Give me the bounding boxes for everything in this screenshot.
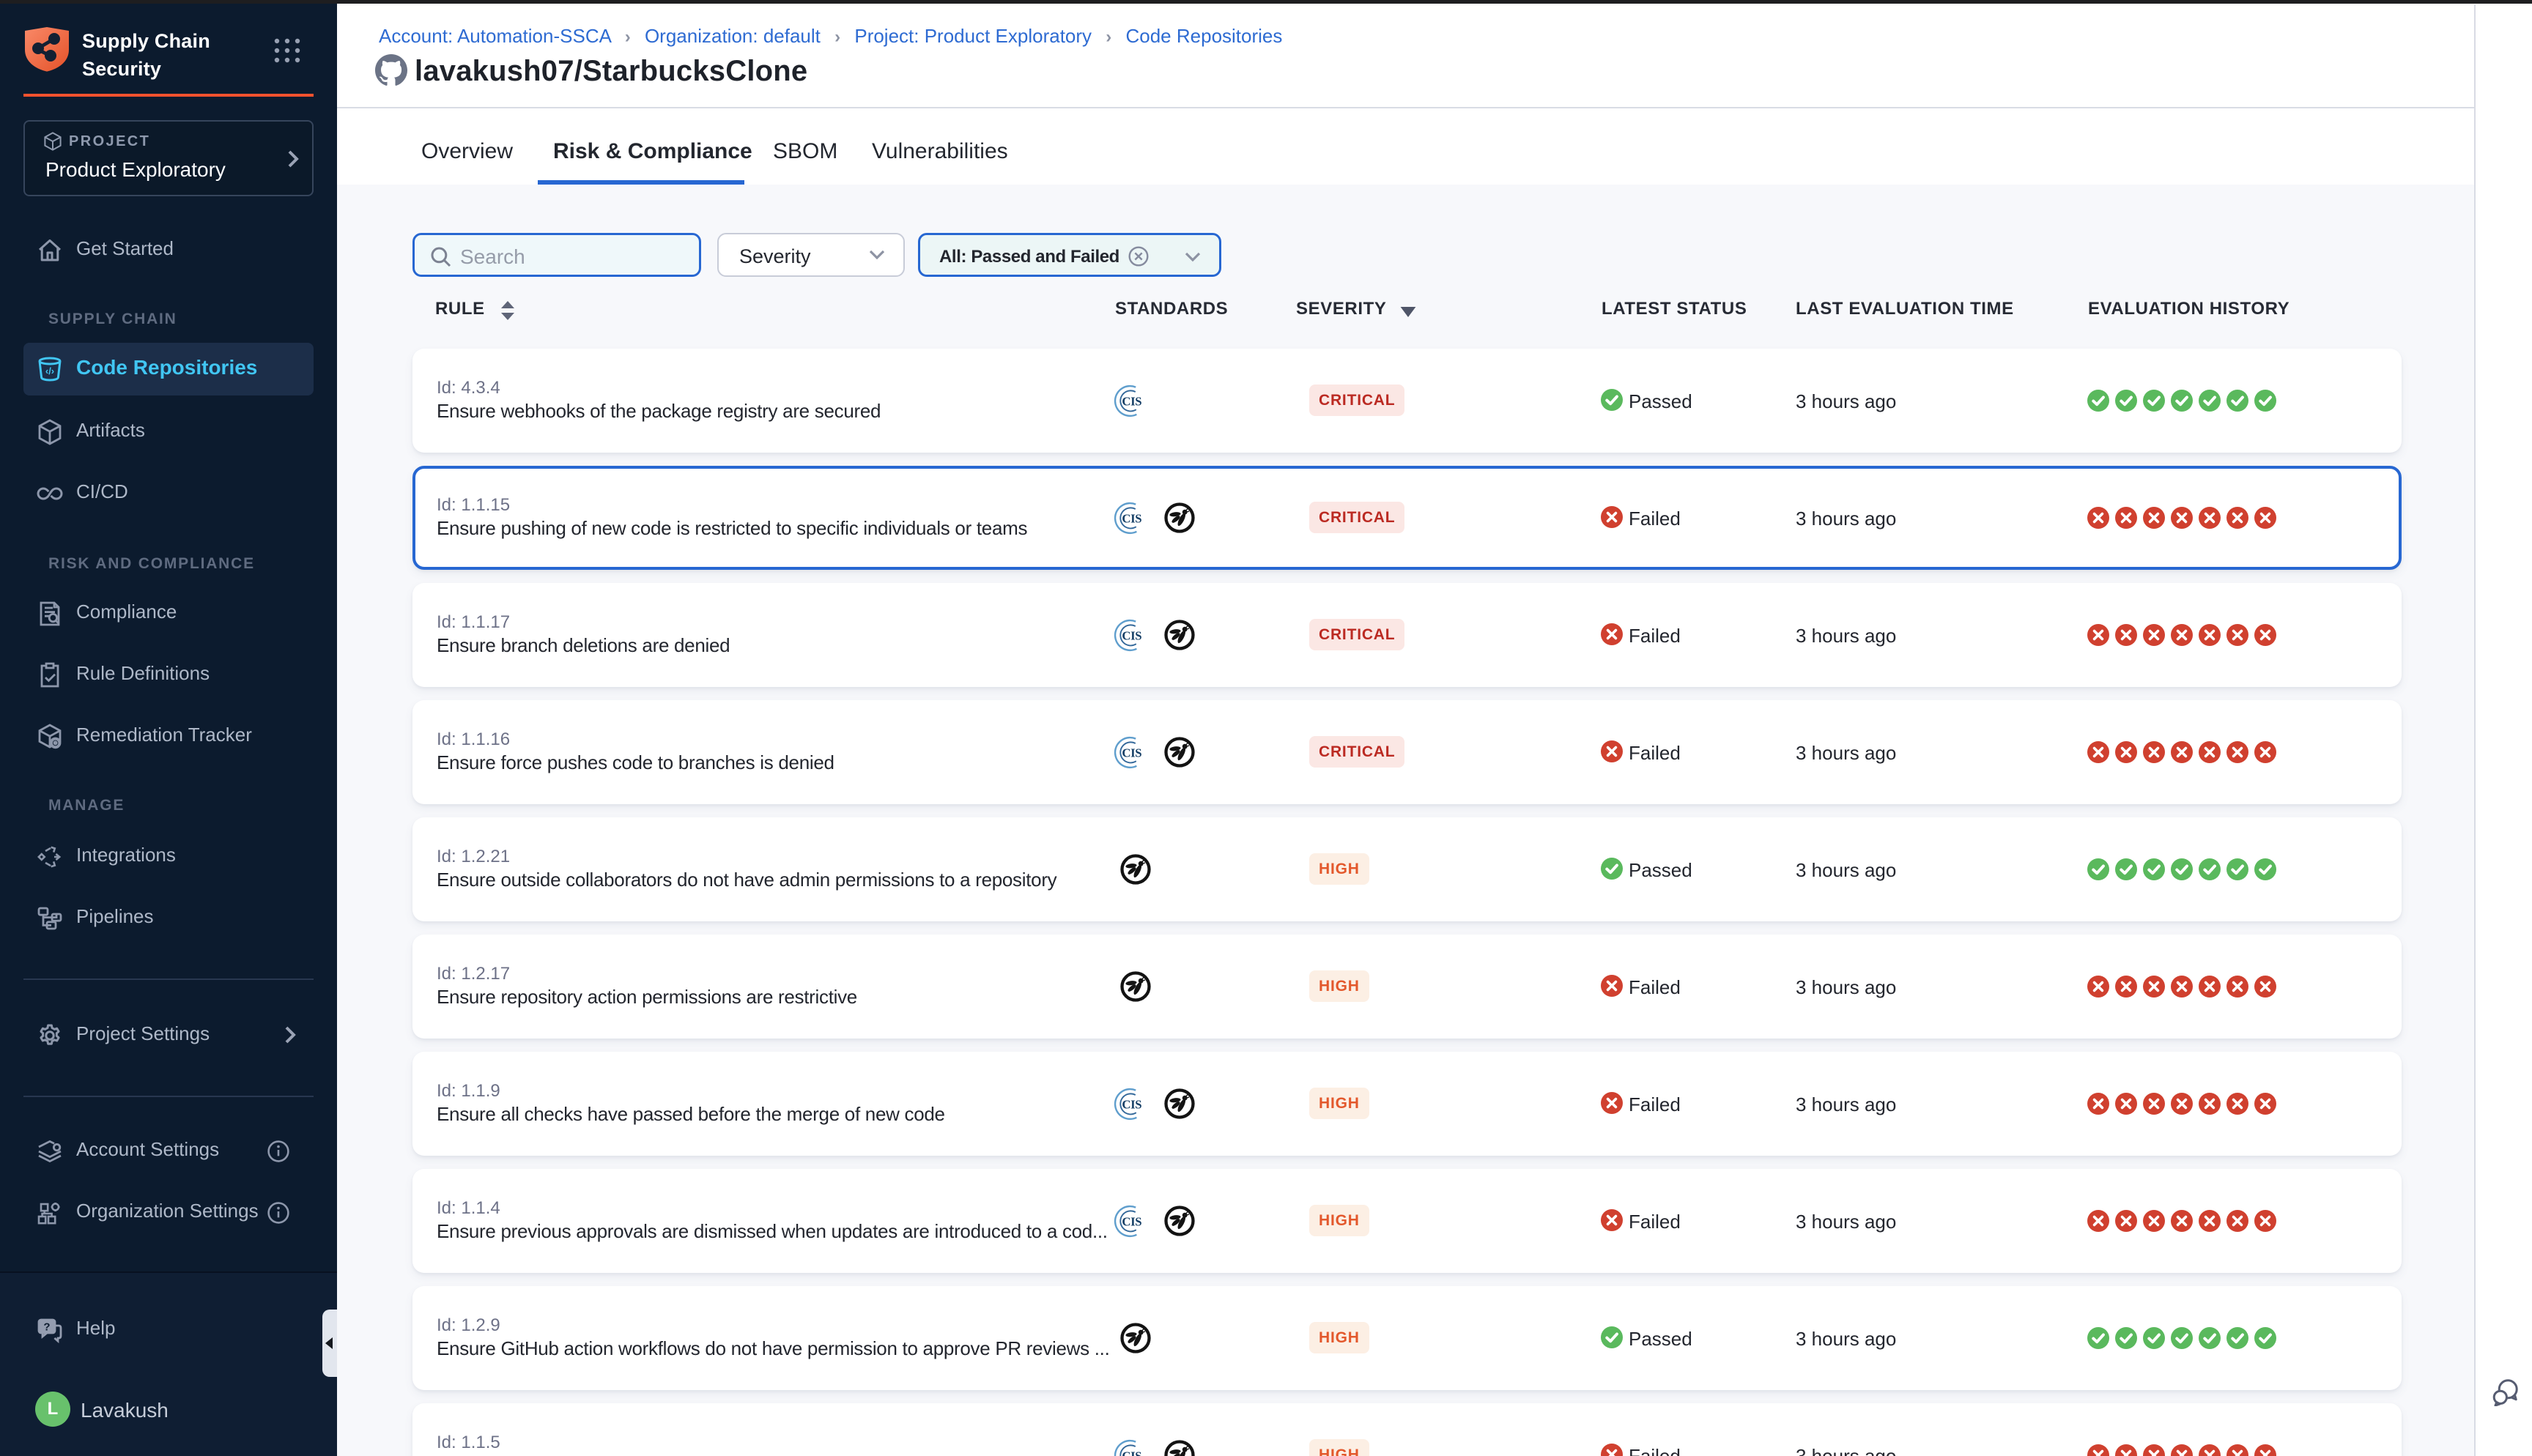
svg-text:CIS: CIS (1122, 511, 1141, 525)
svg-text:‹/›: ‹/› (45, 365, 54, 376)
svg-text:CIS: CIS (1122, 394, 1141, 408)
svg-text:CIS: CIS (1122, 746, 1141, 759)
svg-text:CIS: CIS (1122, 1097, 1141, 1111)
svg-text:?: ? (43, 1321, 50, 1333)
svg-text:CIS: CIS (1122, 628, 1141, 642)
svg-text:CIS: CIS (1122, 1214, 1141, 1228)
svg-text:CIS: CIS (1122, 1449, 1141, 1456)
